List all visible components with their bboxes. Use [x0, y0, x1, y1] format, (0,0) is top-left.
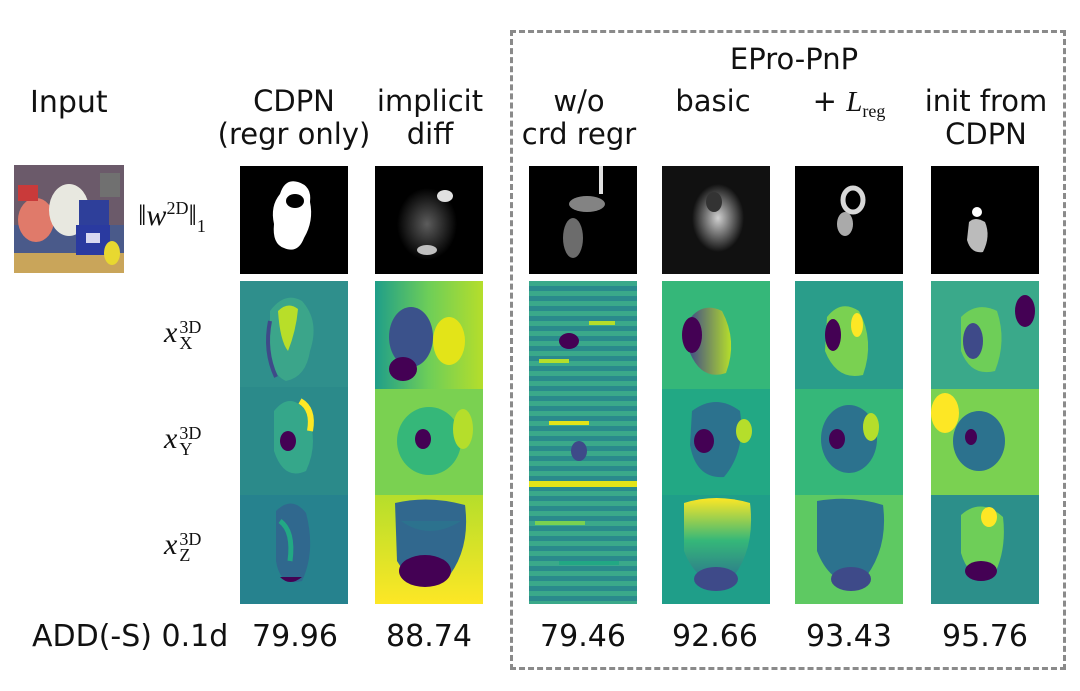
score-implicit-diff: 88.74 — [386, 619, 472, 654]
column-header-cdpn: CDPN (regr only) — [214, 85, 374, 151]
sup-2d: 2D — [166, 198, 189, 218]
sub-z: Z — [179, 545, 191, 566]
coord-map-basic — [662, 281, 770, 604]
sup-3d: 3D — [179, 317, 202, 338]
score-wo-crd-regr: 79.46 — [540, 619, 626, 654]
coord-map-lreg — [795, 281, 903, 604]
sub-1: 1 — [196, 216, 206, 236]
column-header-line1: implicit — [376, 84, 484, 118]
x-base: x — [164, 528, 178, 561]
row-label-x3d-z: x 3D Z — [164, 528, 202, 566]
input-label: Input — [30, 85, 108, 120]
sup-3d: 3D — [179, 529, 202, 550]
epro-pnp-group-box — [510, 30, 1066, 670]
weight-map-cdpn — [240, 166, 348, 274]
weight-map-lreg — [795, 166, 903, 274]
column-header-line2: diff — [406, 117, 454, 151]
norm-open: ‖w — [138, 199, 167, 232]
column-header-plus: + — [812, 84, 847, 118]
column-header-lreg: + Lreg — [790, 85, 908, 128]
column-header-line2: (regr only) — [217, 117, 371, 151]
row-label-weight-norm: ‖w2D‖1 — [138, 198, 206, 237]
input-image — [14, 165, 124, 273]
norm-close: ‖ — [188, 199, 197, 232]
metric-label: ADD(-S) 0.1d — [32, 619, 229, 654]
row-label-x3d-x: x 3D X — [164, 316, 202, 354]
column-header-line1: CDPN — [253, 84, 335, 118]
score-init-from-cdpn: 95.76 — [942, 619, 1028, 654]
coord-map-implicit-diff — [375, 281, 483, 604]
column-header-implicit-diff: implicit diff — [368, 85, 492, 151]
column-header-basic: basic — [654, 85, 772, 118]
epro-pnp-title: EPro-PnP — [729, 42, 859, 76]
lreg-subscript: reg — [862, 101, 886, 121]
coord-map-wo-crd-regr — [529, 281, 637, 604]
column-header-line2: CDPN — [945, 117, 1027, 151]
x-base: x — [164, 422, 178, 455]
weight-map-implicit-diff — [375, 166, 483, 274]
column-header-line2: crd regr — [521, 117, 637, 151]
x-base: x — [164, 316, 178, 349]
weight-map-wo-crd-regr — [529, 166, 637, 274]
lreg-symbol: L — [846, 86, 863, 118]
column-header-line1: init from — [924, 84, 1048, 118]
row-label-x3d-y: x 3D Y — [164, 422, 202, 460]
coord-map-init-from-cdpn — [931, 281, 1039, 604]
column-header-wo-crd-regr: w/o crd regr — [520, 85, 638, 151]
weight-map-basic — [662, 166, 770, 274]
column-header-line1: basic — [675, 84, 751, 118]
coord-map-cdpn — [240, 281, 348, 604]
score-lreg: 93.43 — [806, 619, 892, 654]
column-header-line1: w/o — [553, 84, 605, 118]
sub-x: X — [179, 333, 193, 354]
column-header-init-from-cdpn: init from CDPN — [916, 85, 1056, 151]
sup-3d: 3D — [179, 423, 202, 444]
weight-map-init-from-cdpn — [931, 166, 1039, 274]
score-basic: 92.66 — [672, 619, 758, 654]
sub-y: Y — [179, 439, 193, 460]
score-cdpn: 79.96 — [252, 619, 338, 654]
